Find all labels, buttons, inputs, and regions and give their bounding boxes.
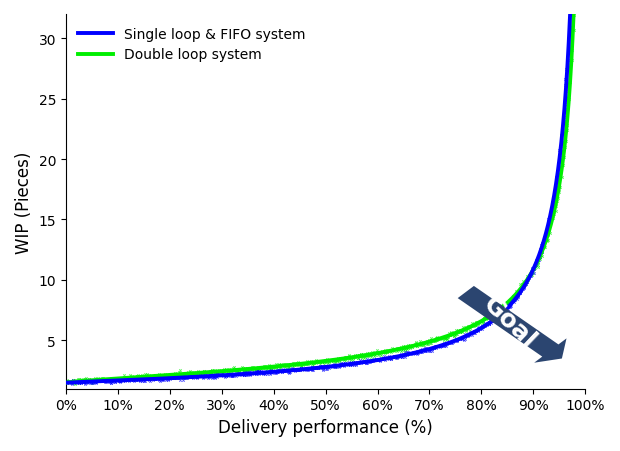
Y-axis label: WIP (Pieces): WIP (Pieces) [15, 151, 33, 253]
X-axis label: Delivery performance (%): Delivery performance (%) [218, 418, 433, 436]
Text: Goal: Goal [478, 292, 540, 353]
Polygon shape [458, 286, 567, 363]
Legend: Single loop & FIFO system, Double loop system: Single loop & FIFO system, Double loop s… [73, 22, 311, 68]
